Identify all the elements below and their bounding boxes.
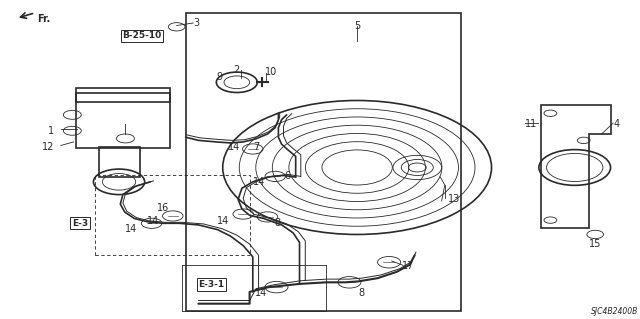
- Text: 14: 14: [217, 216, 229, 226]
- Text: 8: 8: [274, 218, 280, 228]
- Text: 14: 14: [228, 142, 240, 152]
- Text: 8: 8: [358, 288, 365, 298]
- Text: 14: 14: [253, 177, 266, 188]
- Text: 3: 3: [193, 18, 200, 28]
- Text: B-25-10: B-25-10: [122, 31, 162, 40]
- Text: SJC4B2400B: SJC4B2400B: [591, 307, 639, 316]
- Text: 1: 1: [48, 126, 54, 136]
- Text: 16: 16: [157, 203, 170, 213]
- Text: 15: 15: [589, 239, 602, 249]
- Text: 14: 14: [125, 224, 138, 234]
- Text: 2: 2: [234, 65, 240, 75]
- Text: 11: 11: [525, 119, 538, 130]
- Text: 14: 14: [147, 216, 159, 226]
- Text: Fr.: Fr.: [37, 14, 51, 24]
- Text: 17: 17: [402, 261, 414, 271]
- Text: 9: 9: [216, 72, 222, 82]
- Text: 10: 10: [265, 67, 277, 77]
- Text: 4: 4: [613, 119, 620, 130]
- Text: 7: 7: [253, 142, 259, 152]
- Bar: [95, 175, 250, 255]
- Text: 14: 14: [255, 288, 268, 298]
- Text: 5: 5: [354, 20, 360, 31]
- Text: E-3: E-3: [72, 219, 88, 228]
- Text: 13: 13: [448, 194, 460, 204]
- Text: 6: 6: [285, 171, 291, 181]
- Text: E-3-1: E-3-1: [198, 280, 224, 289]
- Text: 12: 12: [42, 142, 54, 152]
